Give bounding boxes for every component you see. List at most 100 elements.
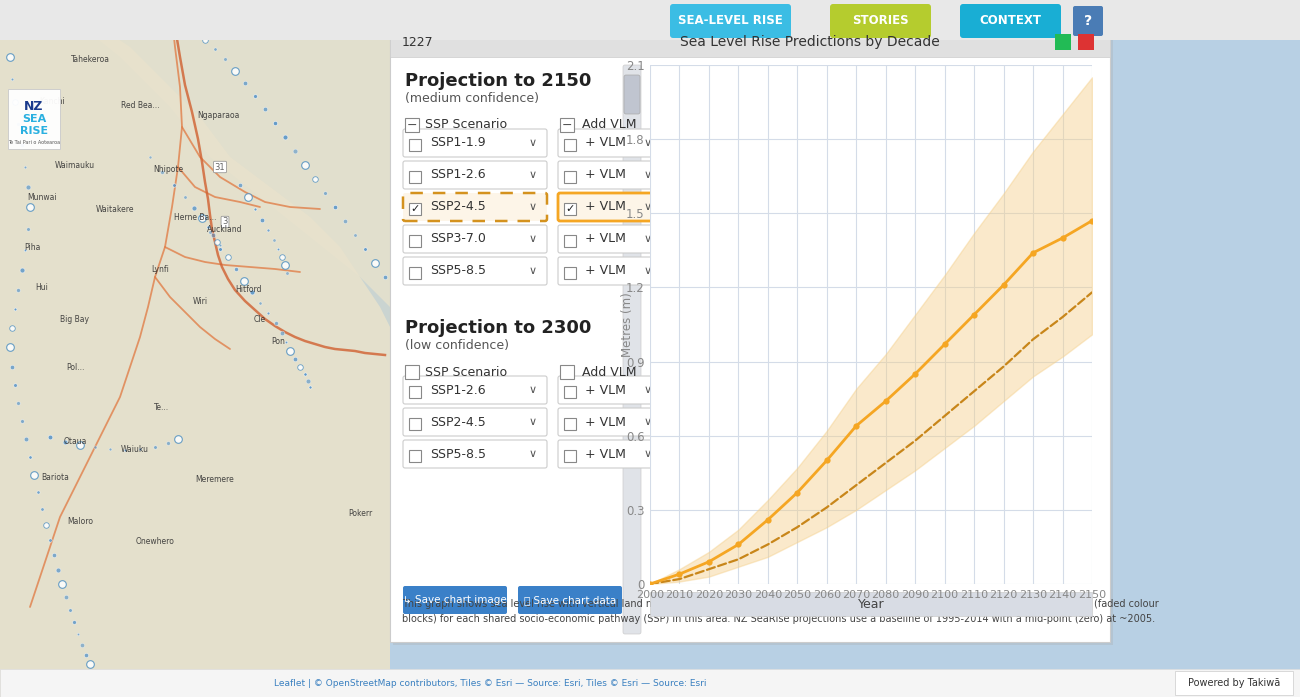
Text: ?: ? [1084, 14, 1092, 28]
Text: 3: 3 [222, 217, 227, 227]
FancyBboxPatch shape [403, 586, 507, 614]
Text: Kanchi: Kanchi [39, 98, 65, 107]
Text: Pon: Pon [272, 337, 285, 346]
Text: + VLM: + VLM [585, 233, 625, 245]
Text: ∨: ∨ [529, 138, 537, 148]
Text: Year: Year [858, 597, 884, 611]
Text: Kerephi: Kerephi [581, 464, 610, 473]
FancyBboxPatch shape [403, 257, 547, 285]
FancyBboxPatch shape [403, 129, 547, 157]
Text: SSP1-2.6: SSP1-2.6 [430, 383, 486, 397]
Text: −: − [407, 118, 417, 132]
Text: Pol...: Pol... [66, 362, 84, 372]
Text: Ngaparaoa: Ngaparaoa [196, 111, 239, 119]
Text: Meremere: Meremere [195, 475, 234, 484]
Text: + VLM: + VLM [585, 447, 625, 461]
Text: SSP1-2.6: SSP1-2.6 [430, 169, 486, 181]
Text: ∨: ∨ [644, 138, 653, 148]
Text: Red Bea...: Red Bea... [121, 100, 159, 109]
Text: CONTEXT: CONTEXT [979, 15, 1041, 27]
Text: −: − [562, 118, 572, 132]
Text: ∨: ∨ [644, 449, 653, 459]
Bar [650, 592, 1092, 616]
Text: ∨: ∨ [644, 170, 653, 180]
Text: Waiuku: Waiuku [121, 445, 150, 454]
Text: ∨: ∨ [644, 234, 653, 244]
Text: Cle: Cle [254, 314, 266, 323]
Bar [564, 235, 576, 247]
FancyBboxPatch shape [403, 161, 547, 189]
Polygon shape [0, 0, 390, 307]
Text: 31: 31 [214, 162, 225, 171]
FancyBboxPatch shape [403, 193, 547, 221]
FancyBboxPatch shape [403, 408, 547, 436]
FancyBboxPatch shape [558, 129, 662, 157]
Text: Waimauku: Waimauku [55, 160, 95, 169]
Bar [560, 365, 575, 379]
Text: (medium confidence): (medium confidence) [406, 92, 540, 105]
Text: + VLM: + VLM [585, 201, 625, 213]
FancyBboxPatch shape [623, 65, 641, 634]
FancyBboxPatch shape [558, 408, 662, 436]
Text: SEA: SEA [22, 114, 46, 124]
Text: Sea Level Rise Predictions by Decade: Sea Level Rise Predictions by Decade [680, 35, 940, 49]
Text: SSP2-4.5: SSP2-4.5 [430, 415, 486, 429]
Text: Munwai: Munwai [27, 192, 57, 201]
Bar [564, 450, 576, 462]
Text: SSP Scenario: SSP Scenario [425, 118, 507, 132]
FancyBboxPatch shape [558, 225, 662, 253]
Text: Pokerr: Pokerr [348, 510, 372, 519]
Bar [410, 203, 421, 215]
Text: 💾 Save chart data: 💾 Save chart data [524, 595, 616, 605]
Text: Hikutai: Hikutai [676, 454, 703, 464]
Bar [410, 418, 421, 430]
Text: ✓: ✓ [411, 204, 420, 214]
Text: ✓: ✓ [566, 204, 575, 214]
Bar [564, 386, 576, 398]
FancyBboxPatch shape [1072, 6, 1102, 36]
Text: ∨: ∨ [644, 385, 653, 395]
Bar [406, 118, 419, 132]
Bar [1175, 671, 1294, 695]
Bar [564, 139, 576, 151]
FancyBboxPatch shape [558, 193, 662, 221]
Text: ∨: ∨ [529, 266, 537, 276]
Bar [564, 171, 576, 183]
FancyBboxPatch shape [403, 225, 547, 253]
Bar [390, 27, 1110, 642]
Text: ∨: ∨ [529, 170, 537, 180]
Bar [410, 235, 421, 247]
Text: Tahekeroa: Tahekeroa [70, 56, 109, 65]
Text: Add VLM: Add VLM [582, 365, 637, 378]
FancyBboxPatch shape [829, 4, 931, 38]
Bar [8, 89, 60, 149]
Polygon shape [601, 0, 1100, 72]
Text: NZ: NZ [25, 100, 44, 114]
Text: Bariota: Bariota [42, 473, 69, 482]
Text: Projection to 2300: Projection to 2300 [406, 319, 592, 337]
Bar [564, 418, 576, 430]
Text: Herne Ba...: Herne Ba... [174, 213, 216, 222]
Text: Purangi: Purangi [186, 20, 214, 29]
FancyBboxPatch shape [959, 4, 1061, 38]
Bar [393, 30, 1113, 645]
Text: Te Tai Pari o Aotearoa: Te Tai Pari o Aotearoa [8, 141, 60, 146]
Text: Hitford: Hitford [235, 284, 261, 293]
Bar [410, 139, 421, 151]
Text: Auckland: Auckland [207, 224, 243, 233]
FancyBboxPatch shape [403, 440, 547, 468]
Text: Metres (m): Metres (m) [621, 292, 634, 357]
Text: ∨: ∨ [529, 385, 537, 395]
Text: (low confidence): (low confidence) [406, 339, 510, 352]
Text: Add VLM: Add VLM [582, 118, 637, 132]
Polygon shape [0, 0, 390, 697]
Text: Maloro: Maloro [68, 517, 94, 526]
Text: Projection to 2150: Projection to 2150 [406, 72, 592, 90]
Text: + VLM: + VLM [585, 415, 625, 429]
Text: STORIES: STORIES [852, 15, 909, 27]
Bar [410, 386, 421, 398]
Bar [564, 203, 576, 215]
Text: + VLM: + VLM [585, 264, 625, 277]
Text: ∨: ∨ [529, 234, 537, 244]
FancyBboxPatch shape [403, 376, 547, 404]
